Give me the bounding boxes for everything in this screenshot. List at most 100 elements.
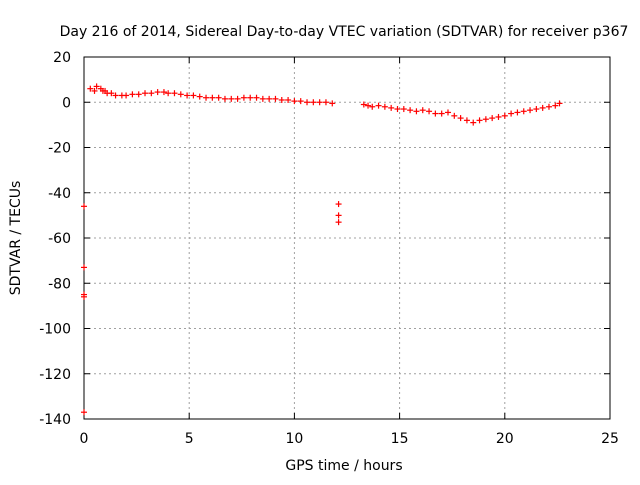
data-point bbox=[297, 98, 304, 105]
data-point bbox=[177, 91, 184, 98]
data-point bbox=[329, 100, 336, 107]
data-point bbox=[470, 119, 477, 126]
data-point bbox=[190, 92, 197, 99]
data-point bbox=[135, 91, 142, 98]
x-tick-label: 10 bbox=[285, 431, 303, 447]
y-tick-label: 20 bbox=[53, 50, 71, 66]
data-point bbox=[108, 90, 115, 97]
y-tick-label: -140 bbox=[39, 412, 71, 428]
data-point bbox=[444, 109, 451, 116]
y-tick-label: -20 bbox=[48, 141, 71, 157]
data-point bbox=[304, 99, 311, 106]
data-point bbox=[91, 87, 98, 94]
data-point bbox=[160, 89, 167, 96]
y-tick-label: -120 bbox=[39, 367, 71, 383]
data-point bbox=[514, 109, 521, 116]
data-point bbox=[533, 106, 540, 113]
data-point bbox=[476, 117, 483, 124]
data-point bbox=[426, 108, 433, 115]
data-point bbox=[501, 112, 508, 119]
data-point bbox=[291, 98, 298, 105]
y-tick-label: -80 bbox=[48, 276, 71, 292]
data-point bbox=[228, 95, 235, 102]
data-point bbox=[457, 115, 464, 122]
data-point bbox=[253, 94, 260, 101]
chart-title: Day 216 of 2014, Sidereal Day-to-day VTE… bbox=[60, 24, 629, 40]
data-point bbox=[438, 110, 445, 117]
data-point bbox=[123, 92, 130, 99]
data-point bbox=[407, 107, 414, 114]
data-point bbox=[148, 90, 155, 97]
data-point bbox=[203, 94, 210, 101]
data-point bbox=[221, 95, 228, 102]
data-point bbox=[322, 99, 329, 106]
x-tick-label: 0 bbox=[80, 431, 89, 447]
data-point bbox=[209, 94, 216, 101]
data-point bbox=[365, 102, 372, 109]
y-tick-label: -40 bbox=[48, 186, 71, 202]
data-point bbox=[129, 91, 136, 98]
data-point bbox=[388, 104, 395, 111]
data-point bbox=[81, 409, 87, 416]
data-point bbox=[552, 102, 559, 109]
x-tick-label: 15 bbox=[391, 431, 409, 447]
y-tick-label: -100 bbox=[39, 322, 71, 338]
data-point bbox=[335, 212, 342, 219]
data-point bbox=[527, 107, 534, 114]
data-point bbox=[369, 103, 376, 110]
data-point bbox=[215, 94, 222, 101]
data-point bbox=[310, 99, 317, 106]
data-point bbox=[508, 110, 515, 117]
data-point bbox=[432, 110, 439, 117]
data-point bbox=[489, 115, 496, 122]
data-point bbox=[335, 219, 342, 226]
data-point bbox=[171, 90, 178, 97]
x-tick-label: 20 bbox=[496, 431, 514, 447]
x-tick-label: 5 bbox=[185, 431, 194, 447]
data-point bbox=[520, 108, 527, 115]
data-point bbox=[360, 101, 367, 108]
data-point bbox=[394, 106, 401, 113]
data-point bbox=[400, 106, 407, 113]
data-point bbox=[112, 92, 119, 99]
data-point bbox=[413, 108, 420, 115]
data-point bbox=[375, 102, 382, 109]
data-point bbox=[154, 89, 161, 96]
data-point bbox=[184, 92, 191, 99]
y-tick-label: -60 bbox=[48, 231, 71, 247]
data-point bbox=[556, 100, 563, 107]
data-point bbox=[316, 99, 323, 106]
tick-label-layer: 0 5 10 15 20 25 20 0 -20 -40 -60 -80 -100 -120 -140 bbox=[39, 50, 619, 447]
tick-layer bbox=[83, 56, 611, 420]
data-point bbox=[196, 93, 203, 100]
data-point bbox=[463, 117, 470, 124]
data-point bbox=[278, 96, 285, 103]
x-axis-label: GPS time / hours bbox=[285, 458, 402, 474]
points-layer bbox=[81, 83, 563, 416]
data-point bbox=[335, 201, 342, 208]
data-point bbox=[81, 264, 87, 271]
data-point bbox=[247, 94, 254, 101]
data-point bbox=[539, 104, 546, 111]
data-point bbox=[495, 113, 502, 120]
data-point bbox=[259, 95, 266, 102]
data-point bbox=[240, 94, 247, 101]
x-tick-label: 25 bbox=[601, 431, 619, 447]
y-tick-label: 0 bbox=[62, 95, 71, 111]
data-point bbox=[165, 90, 172, 97]
data-point bbox=[87, 85, 94, 92]
data-point bbox=[142, 90, 149, 97]
data-point bbox=[234, 95, 241, 102]
data-point bbox=[81, 293, 87, 300]
data-point bbox=[266, 95, 273, 102]
y-axis-label: SDTVAR / TECUs bbox=[8, 181, 24, 296]
data-point bbox=[81, 203, 87, 210]
data-point bbox=[545, 103, 552, 110]
data-point bbox=[419, 107, 426, 114]
data-point bbox=[381, 103, 388, 110]
data-point bbox=[482, 116, 489, 123]
data-point bbox=[93, 83, 100, 90]
